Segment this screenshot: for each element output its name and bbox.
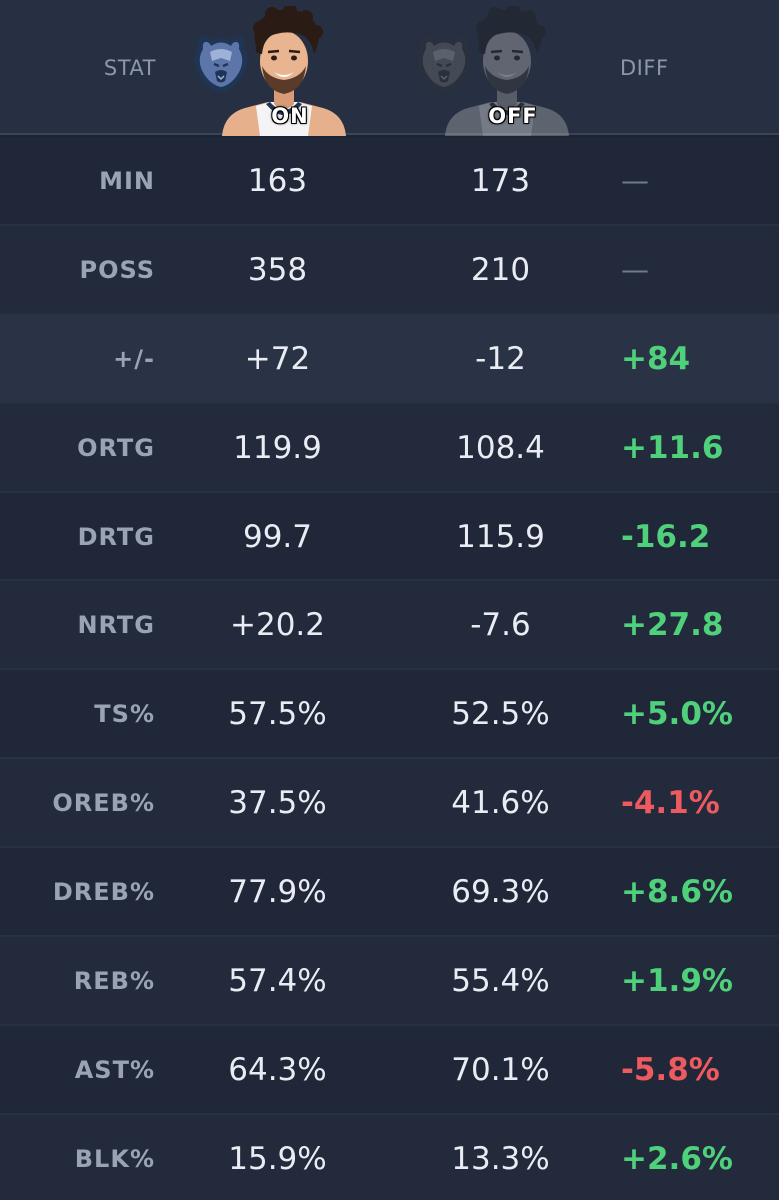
off-value: 52.5% [451,696,550,733]
off-value: 115.9 [456,518,545,555]
on-value: 163 [247,163,308,199]
stat-name: NRTG [77,611,155,640]
stat-name: REB% [73,967,155,996]
on-court-column-header: ON [190,6,360,136]
diff-column-header: DIFF [620,56,669,80]
off-value: 108.4 [456,429,545,466]
on-value: 37.5% [228,785,327,822]
stat-name: +/- [113,344,155,373]
table-row: MIN 163 173 — [0,137,779,226]
table-row: ORTG 119.9 108.4 +11.6 [0,403,779,493]
stat-name: MIN [99,167,155,195]
stat-name: POSS [79,255,155,284]
on-value: 57.5% [228,696,327,733]
stat-name: TS% [94,700,155,729]
on-value: 99.7 [242,518,313,555]
stats-table-body: MIN 163 173 — POSS 358 210 — +/- +72 -12 +84 ORTG 119… [0,137,779,1200]
table-row: POSS 358 210 — [0,225,779,315]
diff-value: — [621,164,649,197]
stat-name: DRTG [77,522,155,551]
table-row: OREB% 37.5% 41.6% -4.1% [0,759,779,849]
on-value: 57.4% [228,963,327,1000]
table-row: DRTG 99.7 115.9 -16.2 [0,492,779,582]
off-value: 55.4% [451,963,550,1000]
stat-name: BLK% [74,1144,155,1173]
table-row: BLK% 15.9% 13.3% +2.6% [0,1114,779,1200]
on-value: 77.9% [228,874,327,911]
diff-value: — [621,252,649,286]
on-value: +20.2 [230,607,325,644]
stat-name: DREB% [52,878,155,907]
stat-column-header: STAT [103,56,156,80]
table-row: TS% 57.5% 52.5% +5.0% [0,670,779,760]
diff-value: +1.9% [621,963,733,1000]
stat-name: ORTG [77,433,155,462]
off-value: -12 [475,340,526,377]
on-value: +72 [244,340,311,377]
table-row: NRTG +20.2 -7.6 +27.8 [0,581,779,671]
on-value: 64.3% [228,1051,327,1088]
diff-value: +5.0% [621,696,733,733]
table-header: STAT ON OFF DIFF [0,0,779,135]
on-label: ON [271,104,309,128]
off-value: 173 [470,163,531,199]
diff-value: +8.6% [621,874,733,911]
diff-value: +27.8 [621,607,724,644]
diff-value: -16.2 [621,518,711,555]
diff-value: +11.6 [621,429,724,466]
stat-name: AST% [74,1055,155,1084]
on-value: 119.9 [233,429,322,466]
table-row: +/- +72 -12 +84 [0,314,779,404]
table-row: AST% 64.3% 70.1% -5.8% [0,1025,779,1115]
diff-value: +2.6% [621,1140,733,1177]
diff-value: -5.8% [621,1051,720,1088]
table-row: DREB% 77.9% 69.3% +8.6% [0,848,779,938]
stat-name: OREB% [52,789,155,818]
off-value: -7.6 [470,607,531,644]
diff-value: +84 [621,340,691,377]
off-value: 69.3% [451,874,550,911]
off-value: 13.3% [451,1140,550,1177]
on-value: 15.9% [228,1140,327,1177]
table-row: REB% 57.4% 55.4% +1.9% [0,937,779,1026]
diff-value: -4.1% [621,785,720,822]
off-value: 70.1% [451,1051,550,1088]
off-value: 41.6% [451,785,550,822]
off-label: OFF [488,104,538,128]
on-value: 358 [247,251,308,288]
off-court-column-header: OFF [413,6,583,136]
off-value: 210 [470,251,531,288]
